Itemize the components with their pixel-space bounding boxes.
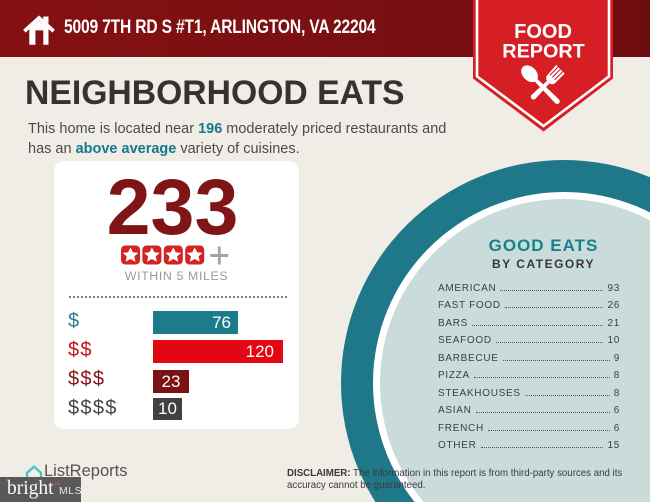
svg-text:FOOD: FOOD [514,21,572,43]
svg-text:REPORT: REPORT [502,41,584,63]
